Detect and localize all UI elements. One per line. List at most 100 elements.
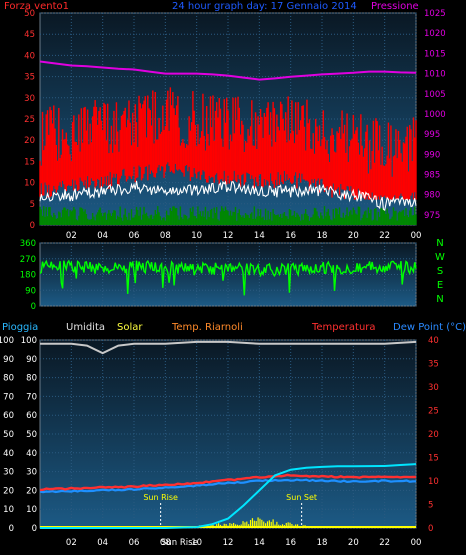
temp-y-tick-35: 35	[428, 360, 439, 370]
temp-x-tick-4: Sun Rise	[161, 538, 198, 548]
wind-y-tick-15: 15	[24, 157, 35, 167]
direction-y-tick-90: 90	[25, 286, 36, 296]
temp-x-tick-11: 22	[379, 538, 390, 548]
temp-x-tick-2: 06	[129, 538, 140, 548]
humidity-y-tick-20: 20	[3, 486, 14, 496]
direction-line	[39, 259, 417, 296]
rain-y-tick-10: 10	[26, 505, 37, 515]
humidity-y-tick-60: 60	[3, 411, 14, 421]
direction-y-tick-0: 0	[31, 302, 36, 312]
rain-y-tick-60: 60	[26, 411, 37, 421]
direction-y-tick-180: 180	[20, 271, 36, 281]
temperature-line	[39, 473, 416, 492]
compass-label-4: N	[436, 294, 443, 305]
pressure-y-tick-990: 990	[424, 150, 440, 160]
wind-x-tick-02: 02	[66, 231, 77, 241]
wind-x-tick-08: 08	[160, 231, 171, 241]
humidity-y-tick-80: 80	[3, 374, 14, 384]
wind-y-tick-45: 45	[24, 30, 35, 40]
wind-y-tick-25: 25	[24, 115, 35, 125]
wind-y-tick-0: 0	[30, 221, 35, 231]
temp-x-tick-8: 16	[285, 538, 296, 548]
rain-y-tick-0: 0	[32, 524, 37, 534]
temp-x-tick-10: 20	[348, 538, 359, 548]
temp-y-tick-25: 25	[428, 407, 439, 417]
wind-x-tick-20: 20	[348, 231, 359, 241]
temp-y-tick-0: 0	[428, 524, 433, 534]
dewpoint-line	[39, 478, 417, 494]
temp-x-tick-3: 08	[160, 538, 171, 548]
pressure-y-tick-1005: 1005	[424, 90, 446, 100]
wind-x-tick-14: 14	[254, 231, 265, 241]
rain-y-tick-90: 90	[26, 355, 37, 365]
wind-avg-line	[39, 180, 417, 211]
pressure-y-tick-1010: 1010	[424, 70, 446, 80]
wind-x-tick-22: 22	[379, 231, 390, 241]
pressure-y-tick-980: 980	[424, 191, 440, 201]
direction-chart-bg	[40, 243, 416, 306]
rain-line	[40, 463, 417, 529]
humidity-legend: Umidita	[66, 322, 106, 333]
humidity-y-tick-40: 40	[3, 449, 14, 459]
pressure-chart-title: Pressione	[371, 1, 419, 12]
wind-y-tick-40: 40	[24, 51, 35, 61]
sunrise-label: Sun Rise	[143, 493, 178, 502]
temp-y-tick-40: 40	[428, 336, 439, 346]
wind-x-tick-04: 04	[97, 231, 108, 241]
rain-y-tick-40: 40	[26, 449, 37, 459]
rain-y-tick-80: 80	[26, 374, 37, 384]
temp-x-tick-1: 04	[97, 538, 108, 548]
wind-x-tick-18: 18	[317, 231, 328, 241]
temp-x-tick-0: 02	[66, 538, 77, 548]
wind-x-tick-12: 12	[223, 231, 234, 241]
temp-x-tick-6: 12	[223, 538, 234, 548]
humidity-y-tick-70: 70	[3, 392, 14, 402]
temp-x-tick-7: 14	[254, 538, 265, 548]
rain-y-tick-100: 100	[21, 336, 37, 346]
temperature-legend: Temperatura	[312, 322, 376, 333]
temp-y-tick-20: 20	[428, 430, 439, 440]
rain-legend: Pioggia	[2, 322, 39, 333]
humidity-y-tick-90: 90	[3, 355, 14, 365]
wind-y-tick-5: 5	[30, 200, 35, 210]
wind-chart-title: Forza vento1	[4, 1, 69, 12]
temp-x-tick-12: 00	[411, 538, 422, 548]
wind-y-tick-35: 35	[24, 73, 35, 83]
pressure-y-tick-975: 975	[424, 211, 440, 221]
indoor-temp-legend: Temp. Riarnoli	[172, 322, 243, 333]
sunset-label: Sun Set	[286, 493, 317, 502]
humidity-y-tick-0: 0	[9, 524, 14, 534]
pressure-y-tick-985: 985	[424, 171, 440, 181]
dewpoint-legend: Dew Point (°C)	[393, 322, 466, 333]
temp-x-tick-9: 18	[317, 538, 328, 548]
humidity-line	[40, 340, 417, 355]
temp-x-tick-5: 10	[191, 538, 202, 548]
wind-y-tick-30: 30	[24, 94, 35, 104]
temp-y-tick-5: 5	[428, 501, 433, 511]
pressure-y-tick-995: 995	[424, 130, 440, 140]
wind-x-tick-16: 16	[285, 231, 296, 241]
wind-x-tick-10: 10	[191, 231, 202, 241]
wind-y-tick-10: 10	[24, 179, 35, 189]
direction-y-tick-360: 360	[20, 239, 36, 249]
solar-legend: Solar	[117, 322, 143, 333]
graph-date-title: 24 hour graph day: 17 Gennaio 2014	[172, 1, 357, 12]
pressure-line	[39, 60, 417, 81]
wind-y-tick-50: 50	[24, 9, 35, 19]
compass-label-2: S	[437, 266, 443, 277]
humidity-y-tick-50: 50	[3, 430, 14, 440]
compass-label-0: N	[436, 238, 443, 249]
wind-x-tick-06: 06	[129, 231, 140, 241]
rain-y-tick-20: 20	[26, 486, 37, 496]
pressure-y-tick-1015: 1015	[424, 49, 446, 59]
pressure-y-tick-1025: 1025	[424, 9, 446, 19]
pressure-y-tick-1020: 1020	[424, 29, 446, 39]
temp-y-tick-10: 10	[428, 477, 439, 487]
temp-y-tick-30: 30	[428, 383, 439, 393]
rain-y-tick-50: 50	[26, 430, 37, 440]
wind-x-tick-00: 00	[411, 231, 422, 241]
pressure-y-tick-1000: 1000	[424, 110, 446, 120]
wind-y-tick-20: 20	[24, 136, 35, 146]
